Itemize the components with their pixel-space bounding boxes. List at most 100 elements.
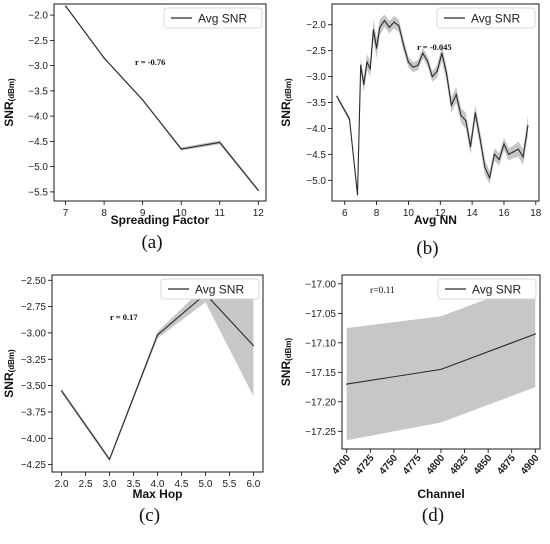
data-point: [142, 99, 144, 101]
legend-box: [436, 7, 536, 29]
data-point: [372, 29, 374, 31]
y-axis-label: SNR(dBm): [2, 349, 16, 398]
data-point: [493, 153, 495, 155]
data-point: [469, 146, 472, 148]
x-tick-label: 4700: [330, 453, 353, 477]
y-tick-label: −17.00: [305, 279, 336, 290]
data-point: [455, 94, 457, 96]
x-tick-label: 4825: [448, 453, 471, 477]
x-tick-label: 8: [101, 208, 107, 219]
data-point: [366, 61, 368, 63]
x-tick-label: 4850: [472, 453, 495, 477]
data-point: [383, 20, 386, 22]
x-axis-label: Channel: [417, 487, 464, 501]
data-point: [257, 189, 259, 191]
data-point: [412, 66, 414, 68]
data-point: [348, 118, 351, 120]
y-tick-label: −17.10: [305, 338, 336, 349]
x-tick-label: 10: [176, 208, 188, 219]
data-point: [450, 104, 452, 106]
plot-frame: [53, 3, 267, 202]
y-axis-label: SNR(dBm): [279, 337, 293, 386]
data-point: [379, 26, 381, 28]
panel-caption: (b): [416, 238, 438, 259]
data-point: [360, 64, 362, 66]
correlation-annotation: r = 0.17: [110, 312, 138, 322]
data-point: [522, 156, 524, 158]
x-tick-label: 4775: [401, 453, 424, 477]
data-point: [527, 125, 529, 127]
chart-b: 6 8 10 12 14 16 18 −2.0 −2.5 −3.0 −3.5 −4.0 −4.5 −5.0…: [279, 3, 542, 259]
data-point: [489, 177, 491, 179]
data-point: [426, 60, 429, 62]
y-tick-label: −5.0: [306, 176, 326, 187]
y-tick-label: −4.0: [306, 124, 326, 135]
x-tick-label: 18: [530, 208, 542, 219]
data-point: [460, 114, 462, 117]
y-tick-label: −4.0: [28, 112, 48, 123]
x-axis-label: Spreading Factor: [111, 213, 210, 227]
x-tick-label: 4.0: [151, 479, 165, 490]
x-tick-label: 9: [140, 208, 146, 219]
x-tick-label: 6: [342, 208, 348, 219]
legend-box: [163, 7, 263, 29]
data-point: [393, 21, 395, 23]
data-point: [479, 138, 481, 140]
x-tick-label: 2.0: [55, 479, 69, 490]
data-point: [180, 148, 182, 150]
plot-frame: [331, 3, 540, 202]
panel-caption: (d): [422, 505, 444, 526]
data-point: [431, 76, 433, 78]
y-tick-label: −3.00: [21, 328, 47, 339]
data-point: [441, 52, 443, 54]
y-tick-label: −2.0: [28, 11, 48, 22]
y-tick-label: −3.0: [28, 61, 48, 72]
y-tick-label: −4.5: [28, 137, 48, 148]
x-tick-label: 12: [253, 208, 265, 219]
x-tick-label: 7: [63, 208, 69, 219]
x-tick-label: 14: [467, 208, 479, 219]
chart-c: 2.0 2.5 3.0 3.5 4.0 4.5 5.0 5.5 6.0 −2.50 −2.75 −3.…: [2, 274, 264, 526]
x-tick-label: 4875: [495, 453, 518, 477]
x-tick-label: 4.5: [175, 479, 189, 490]
y-tick-label: −5.5: [28, 187, 48, 198]
x-tick-label: 4750: [377, 453, 400, 477]
legend: Avg SNR: [163, 7, 263, 29]
x-tick-label: 4800: [425, 453, 448, 477]
y-tick-label: −3.0: [306, 72, 326, 83]
y-tick-label: −3.5: [306, 98, 326, 109]
data-point: [446, 73, 448, 75]
x-tick-label: 10: [403, 208, 415, 219]
chart-panel-c: 2.0 2.5 3.0 3.5 4.0 4.5 5.0 5.5 6.0 −2.50 −2.75 −3.…: [0, 265, 275, 544]
y-tick-label: −3.25: [21, 355, 47, 366]
data-point: [398, 25, 400, 27]
x-tick-label: 3.5: [127, 479, 141, 490]
x-tick-label: 2.5: [79, 479, 93, 490]
chart-a: 7 8 9 10 11 12 −2.0 −2.5 −3.0 −3.5 −4.0 −4.5 −5.0 −5.…: [2, 3, 267, 253]
data-point: [517, 148, 519, 150]
data-point: [219, 141, 221, 143]
x-tick-label: 4900: [519, 453, 542, 477]
chart-panel-b: 6 8 10 12 14 16 18 −2.0 −2.5 −3.0 −3.5 −4.0 −4.5 −5.0…: [275, 0, 550, 270]
correlation-annotation: r = -0.76: [135, 57, 165, 67]
y-axis-label: SNR(dBm): [2, 78, 16, 127]
y-tick-label: −3.5: [28, 86, 48, 97]
panel-caption: (a): [141, 232, 162, 253]
y-tick-label: −3.50: [21, 381, 47, 392]
data-point: [512, 151, 515, 153]
data-point: [369, 68, 371, 70]
data-point: [436, 70, 438, 72]
x-tick-label: 8: [374, 208, 380, 219]
data-point: [346, 383, 348, 385]
data-point: [356, 194, 359, 196]
data-point: [465, 120, 467, 122]
x-tick-label: 6.0: [246, 479, 260, 490]
x-axis-label: Max Hop: [132, 487, 182, 501]
legend-label: Avg SNR: [198, 12, 247, 26]
x-tick-label: 5.0: [199, 479, 213, 490]
data-point: [103, 57, 105, 59]
data-point: [252, 345, 254, 347]
panel-caption: (c): [139, 505, 160, 526]
y-tick-label: −2.5: [306, 46, 326, 57]
legend-box: [160, 278, 260, 300]
